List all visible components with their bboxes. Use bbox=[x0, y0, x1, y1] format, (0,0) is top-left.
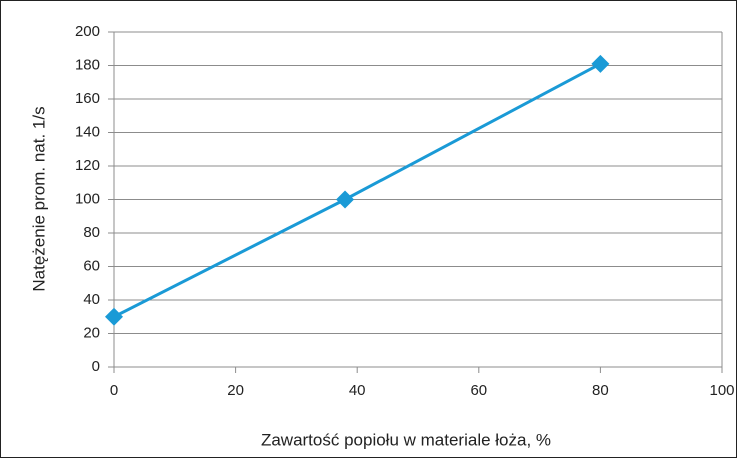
y-tick-label: 60 bbox=[83, 257, 100, 274]
x-tick-label: 80 bbox=[592, 382, 609, 399]
data-point bbox=[336, 190, 355, 209]
y-tick-label: 80 bbox=[83, 224, 100, 241]
y-tick-label: 140 bbox=[75, 123, 100, 140]
y-tick-label: 20 bbox=[83, 324, 100, 341]
y-tick-label: 200 bbox=[75, 23, 100, 40]
x-axis-label: Zawartość popiołu w materiale łoża, % bbox=[261, 430, 551, 449]
x-tick-label: 0 bbox=[110, 382, 118, 399]
data-point bbox=[591, 54, 610, 73]
y-tick-label: 40 bbox=[83, 291, 100, 308]
y-tick-label: 100 bbox=[75, 190, 100, 207]
y-axis-label: Natężenie prom. nat. 1/s bbox=[29, 106, 48, 291]
y-tick-label: 120 bbox=[75, 157, 100, 174]
x-tick-label: 20 bbox=[227, 382, 244, 399]
y-tick-label: 160 bbox=[75, 90, 100, 107]
y-tick-label: 180 bbox=[75, 56, 100, 73]
y-tick-label: 0 bbox=[92, 358, 100, 375]
x-tick-label: 100 bbox=[709, 382, 734, 399]
x-tick-label: 60 bbox=[470, 382, 487, 399]
x-tick-label: 40 bbox=[349, 382, 366, 399]
data-point bbox=[105, 307, 123, 326]
